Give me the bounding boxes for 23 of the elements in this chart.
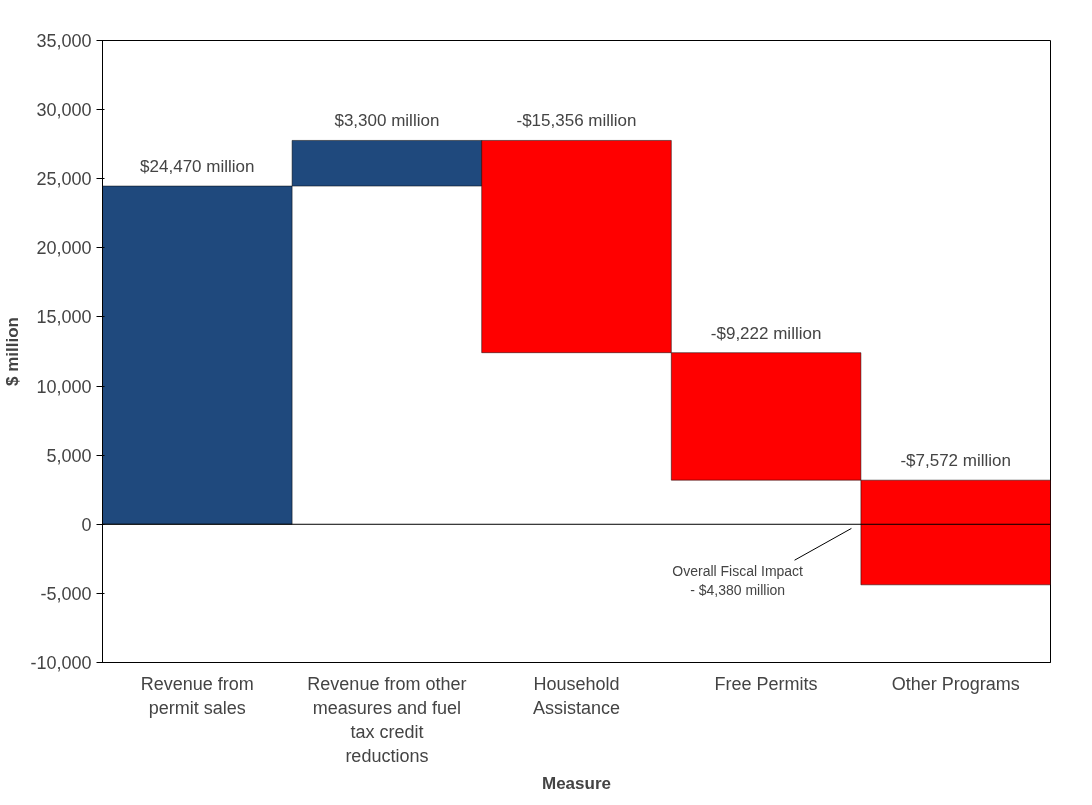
y-tick-label: 0	[81, 514, 92, 535]
data-label: $24,470 million	[140, 157, 255, 177]
data-label: -$9,222 million	[710, 323, 822, 343]
data-label: -$15,356 million	[516, 111, 637, 131]
y-tick-label: -5,000	[40, 583, 92, 604]
y-tick-label: 30,000	[36, 100, 92, 121]
x-tick-label: Other Programs	[891, 673, 1020, 694]
y-tick-label: 10,000	[36, 376, 92, 397]
x-axis-title: Measure	[542, 773, 611, 793]
y-tick-label: 15,000	[36, 307, 92, 328]
y-tick-label: 20,000	[36, 238, 92, 259]
y-tick-label: 5,000	[46, 445, 92, 466]
x-tick-label: Free Permits	[714, 673, 818, 694]
y-axis-title: $ million	[3, 317, 23, 386]
data-label: -$7,572 million	[900, 451, 1011, 471]
y-tick-label: 25,000	[36, 169, 92, 190]
y-tick-label: 35,000	[36, 31, 92, 51]
data-label: $3,300 million	[334, 111, 440, 131]
y-tick-label: -10,000	[30, 653, 92, 673]
x-tick-label: Revenue from other measures and fuel tax credit reductions	[307, 673, 467, 766]
annotation: Overall Fiscal Impact - $4,380 million	[672, 562, 804, 599]
x-tick-label: Revenue from permit sales	[140, 673, 254, 718]
x-tick-label: Household Assistance	[532, 673, 621, 718]
